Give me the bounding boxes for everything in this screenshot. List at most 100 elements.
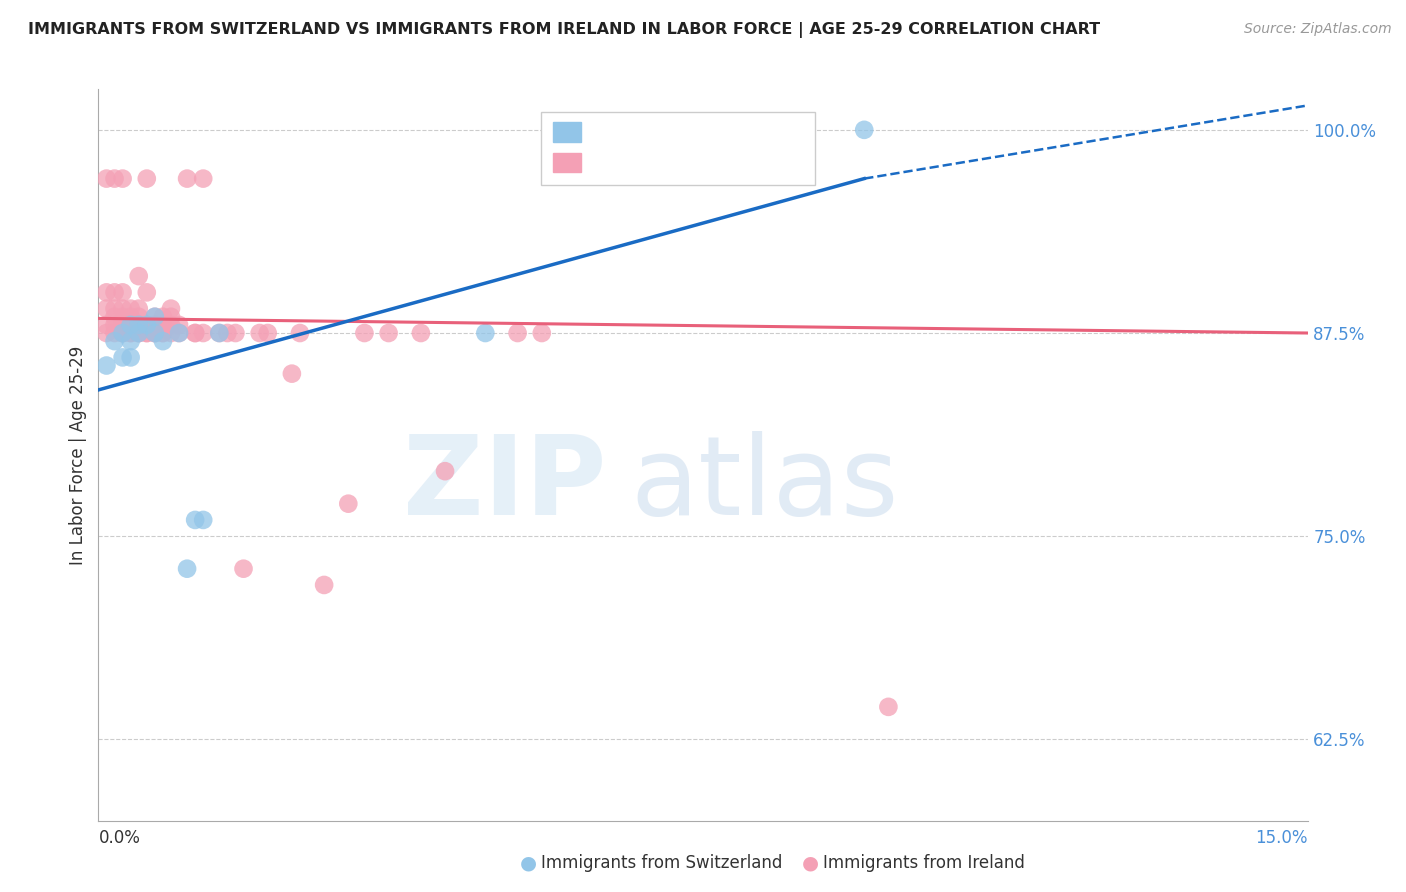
Point bbox=[193, 513, 215, 527]
Point bbox=[474, 326, 496, 340]
Point bbox=[281, 367, 304, 381]
Point bbox=[120, 318, 142, 332]
Text: N =: N = bbox=[707, 122, 747, 140]
Point bbox=[853, 123, 876, 137]
Point bbox=[111, 326, 134, 340]
Text: Source: ZipAtlas.com: Source: ZipAtlas.com bbox=[1244, 22, 1392, 37]
Point bbox=[208, 326, 231, 340]
Text: Immigrants from Switzerland: Immigrants from Switzerland bbox=[541, 855, 783, 872]
Point bbox=[160, 310, 183, 324]
Text: N =: N = bbox=[707, 153, 747, 170]
Text: -0.021: -0.021 bbox=[643, 153, 707, 170]
Point bbox=[152, 318, 174, 332]
Point bbox=[111, 351, 134, 365]
Point bbox=[96, 285, 118, 300]
Point bbox=[152, 326, 174, 340]
Point bbox=[135, 171, 157, 186]
Text: 15.0%: 15.0% bbox=[1256, 829, 1308, 847]
Point bbox=[530, 326, 553, 340]
Point bbox=[143, 326, 166, 340]
Text: ●: ● bbox=[801, 854, 818, 872]
Point bbox=[111, 326, 134, 340]
Point bbox=[128, 326, 150, 340]
Point bbox=[128, 301, 150, 316]
Point bbox=[128, 326, 150, 340]
Point bbox=[167, 326, 190, 340]
Point bbox=[120, 318, 142, 332]
Point bbox=[96, 171, 118, 186]
Point bbox=[193, 326, 215, 340]
Point bbox=[152, 310, 174, 324]
Point bbox=[143, 310, 166, 324]
Point bbox=[103, 171, 125, 186]
Point bbox=[120, 326, 142, 340]
Point bbox=[120, 351, 142, 365]
Point bbox=[337, 497, 360, 511]
Point bbox=[103, 318, 125, 332]
Point bbox=[160, 318, 183, 332]
Y-axis label: In Labor Force | Age 25-29: In Labor Force | Age 25-29 bbox=[69, 345, 87, 565]
Point bbox=[152, 334, 174, 348]
Text: 20: 20 bbox=[755, 122, 780, 140]
Point bbox=[96, 326, 118, 340]
Point bbox=[160, 326, 183, 340]
Point bbox=[167, 326, 190, 340]
Point bbox=[128, 318, 150, 332]
Point bbox=[224, 326, 246, 340]
Text: Immigrants from Ireland: Immigrants from Ireland bbox=[823, 855, 1025, 872]
Point bbox=[135, 326, 157, 340]
Point bbox=[314, 578, 336, 592]
Point bbox=[160, 301, 183, 316]
Point bbox=[176, 171, 198, 186]
Point bbox=[506, 326, 529, 340]
Point bbox=[96, 301, 118, 316]
Point bbox=[877, 699, 900, 714]
Point bbox=[184, 326, 207, 340]
Point bbox=[217, 326, 239, 340]
Point bbox=[232, 562, 254, 576]
Point bbox=[143, 310, 166, 324]
Point bbox=[256, 326, 278, 340]
Point bbox=[135, 318, 157, 332]
Point bbox=[135, 318, 157, 332]
Point bbox=[111, 171, 134, 186]
Point bbox=[167, 318, 190, 332]
Text: IMMIGRANTS FROM SWITZERLAND VS IMMIGRANTS FROM IRELAND IN LABOR FORCE | AGE 25-2: IMMIGRANTS FROM SWITZERLAND VS IMMIGRANT… bbox=[28, 22, 1101, 38]
Point bbox=[111, 318, 134, 332]
Point bbox=[184, 513, 207, 527]
Point bbox=[120, 326, 142, 340]
Point bbox=[249, 326, 271, 340]
Point bbox=[143, 326, 166, 340]
Point bbox=[103, 310, 125, 324]
Point bbox=[111, 326, 134, 340]
Text: R =: R = bbox=[588, 122, 627, 140]
Point bbox=[103, 326, 125, 340]
Point bbox=[120, 310, 142, 324]
Point bbox=[96, 318, 118, 332]
Text: ZIP: ZIP bbox=[404, 431, 606, 538]
Text: 0.0%: 0.0% bbox=[98, 829, 141, 847]
Point bbox=[128, 326, 150, 340]
Text: 72: 72 bbox=[755, 153, 780, 170]
Point bbox=[377, 326, 399, 340]
Point bbox=[135, 285, 157, 300]
Point bbox=[111, 318, 134, 332]
Text: ●: ● bbox=[520, 854, 537, 872]
Point bbox=[120, 334, 142, 348]
Point bbox=[128, 318, 150, 332]
Point bbox=[176, 562, 198, 576]
Point bbox=[128, 310, 150, 324]
Point bbox=[152, 326, 174, 340]
Text: atlas: atlas bbox=[630, 431, 898, 538]
Point bbox=[103, 301, 125, 316]
Point bbox=[103, 285, 125, 300]
Point bbox=[135, 326, 157, 340]
Point bbox=[111, 301, 134, 316]
Point bbox=[111, 285, 134, 300]
Point bbox=[128, 269, 150, 284]
Point bbox=[184, 326, 207, 340]
Point bbox=[434, 464, 457, 478]
Point bbox=[120, 318, 142, 332]
Point bbox=[96, 359, 118, 373]
Point bbox=[120, 301, 142, 316]
